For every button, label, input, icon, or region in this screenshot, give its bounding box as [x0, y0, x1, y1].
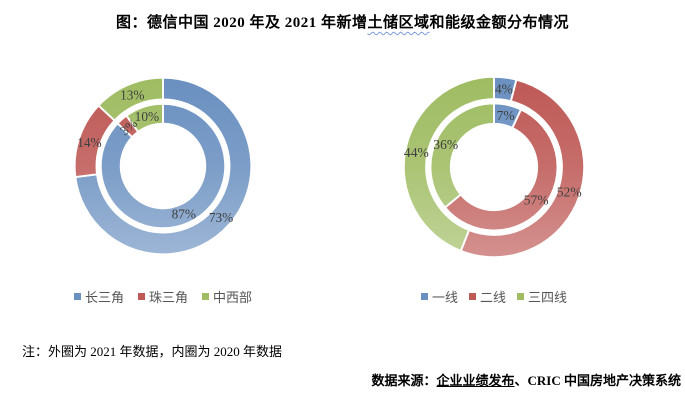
donut-chart-region-distribution: 73%14%13%87%3%10%: [73, 76, 253, 256]
slice-label: 52%: [557, 184, 582, 199]
legend-label: 长三角: [84, 290, 124, 305]
slice-label: 57%: [524, 193, 549, 208]
legend-marker-icon: [420, 293, 428, 300]
title-text-pre: 图：德信中国 2020 年及 2021 年新增: [115, 15, 368, 31]
slice-label: 7%: [497, 108, 515, 123]
shading-overlay: [74, 77, 252, 255]
slice-label: 36%: [433, 137, 458, 152]
legend-label: 二线: [479, 290, 506, 305]
legend-item: 珠三角: [137, 287, 188, 306]
legend-item: 三四线: [517, 287, 567, 306]
shading-overlay: [403, 76, 585, 258]
legend-label: 三四线: [528, 290, 568, 305]
legend-label: 珠三角: [148, 290, 188, 305]
slice-label: 13%: [120, 88, 144, 103]
legend-marker-icon: [517, 293, 524, 300]
slice-label: 73%: [209, 210, 233, 225]
legend-label: 一线: [431, 290, 458, 305]
title-text-wavy-underlined: 土储区域: [367, 15, 430, 31]
slice-label: 14%: [77, 135, 101, 150]
title-text-post: 和能级金额分布情况: [429, 15, 570, 31]
legend-marker-icon: [468, 293, 476, 300]
legend-region: 长三角 珠三角 中西部: [63, 287, 263, 306]
data-source-prefix: 数据来源：: [371, 373, 437, 388]
legend-item: 二线: [468, 287, 506, 306]
legend-item: 一线: [420, 287, 458, 306]
legend-tier: 一线 二线 三四线: [395, 287, 593, 306]
figure-title: 图：德信中国 2020 年及 2021 年新增土储区域和能级金额分布情况: [0, 11, 685, 32]
slice-label: 87%: [172, 207, 196, 222]
legend-item: 中西部: [202, 287, 252, 306]
legend-item: 长三角: [73, 287, 124, 306]
footnote: 注：外圈为 2021 年数据，内圈为 2020 年数据: [22, 344, 283, 359]
slice-label: 10%: [135, 109, 159, 124]
legend-marker-icon: [73, 293, 81, 300]
slice-label: 4%: [495, 81, 513, 96]
data-source: 数据来源：企业业绩发布、CRIC 中国房地产决策系统: [371, 370, 681, 389]
donut-chart-tier-distribution: 4% 52% 44% 7% 57% 36%: [402, 75, 586, 259]
data-source-suffix: 、CRIC 中国房地产决策系统: [514, 373, 681, 388]
data-source-underlined: 企业业绩发布: [436, 373, 515, 388]
slice-label: 44%: [404, 145, 429, 160]
legend-marker-icon: [202, 293, 209, 300]
legend-label: 中西部: [213, 290, 253, 305]
legend-marker-icon: [137, 293, 145, 300]
